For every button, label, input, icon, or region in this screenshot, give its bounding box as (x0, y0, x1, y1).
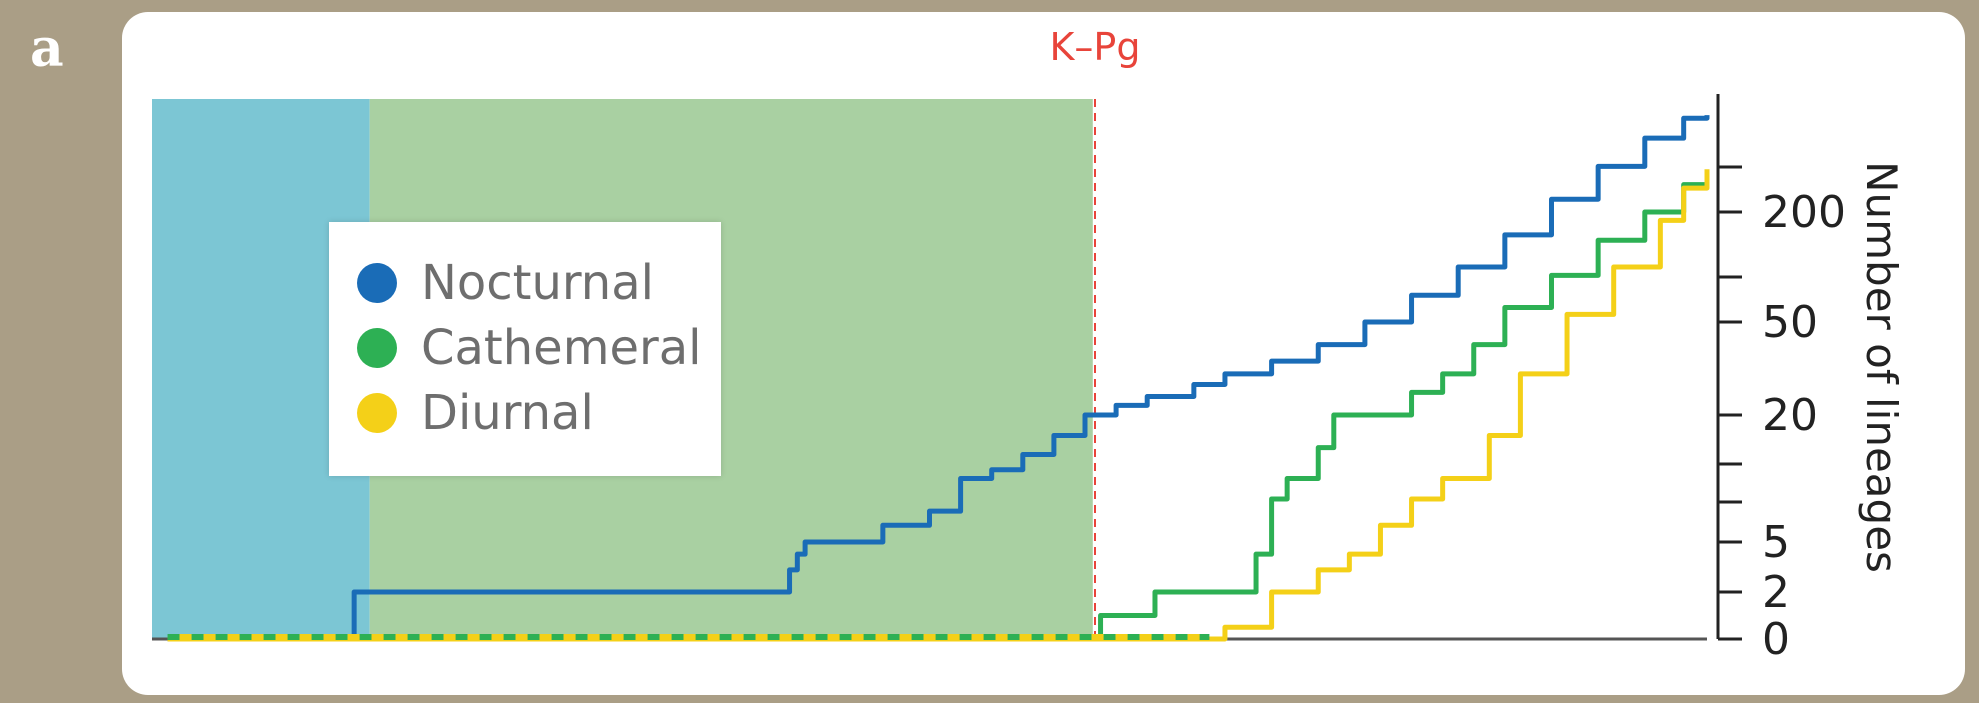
cathemeral-dot-icon (357, 328, 397, 368)
y-tick-label: 5 (1762, 517, 1790, 568)
legend-item-cathemeral: Cathemeral (357, 320, 701, 376)
diurnal-dot-icon (357, 393, 397, 433)
chart-area: K–Pg 025 20 50 200 Number of lineages (152, 25, 1906, 665)
kpg-label: K–Pg (1050, 25, 1141, 69)
y-tick-label: 0 (1762, 614, 1790, 665)
y-axis-ticks: 025 20 50 200 (1718, 165, 1846, 665)
legend-item-nocturnal: Nocturnal (357, 255, 654, 311)
legend-item-diurnal: Diurnal (357, 385, 594, 441)
series-lines (167, 115, 1710, 642)
nocturnal-dot-icon (357, 263, 397, 303)
y-axis-label: Number of lineages (1857, 161, 1906, 573)
legend-label: Nocturnal (421, 255, 654, 311)
series-line-diurnal (167, 169, 1710, 642)
series-line-nocturnal (167, 115, 1710, 642)
panel-letter: a (30, 18, 64, 79)
legend: Nocturnal Cathemeral Diurnal (329, 222, 721, 476)
chart-card: K–Pg 0 2 5 20 50 200 Number of lineages Noctu… (122, 12, 1965, 695)
background-bands (152, 99, 1093, 639)
legend-label: Cathemeral (421, 320, 702, 376)
y-tick-label: 2 (1762, 567, 1790, 618)
y-tick-label: 20 (1762, 390, 1818, 441)
series-line-cathemeral (167, 178, 1710, 642)
legend-label: Diurnal (421, 385, 594, 441)
y-tick-label: 50 (1762, 297, 1818, 348)
y-tick-label: 200 (1762, 187, 1846, 238)
